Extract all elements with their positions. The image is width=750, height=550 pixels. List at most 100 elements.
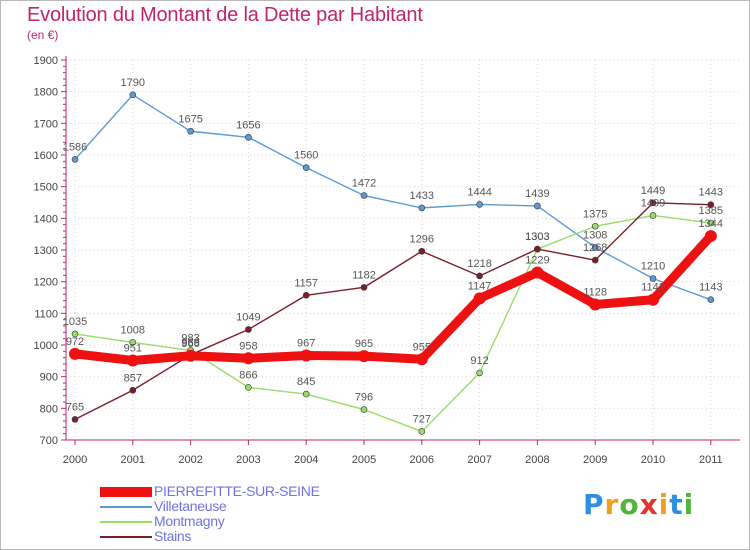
logo-letter: o (619, 488, 640, 521)
y-tick-label: 900 (40, 372, 58, 384)
data-point-villetaneuse (245, 133, 252, 141)
data-label-montmagny: 727 (413, 413, 431, 425)
x-tick-label: 2008 (525, 454, 549, 466)
legend-label-montmagny: Montmagny (154, 513, 225, 529)
data-label-villetaneuse: 1308 (583, 229, 607, 241)
data-point-stains (245, 326, 252, 333)
data-point-montmagny (591, 222, 599, 230)
y-tick-label: 1100 (34, 308, 58, 320)
logo-letter: P (583, 488, 605, 521)
data-point-villetaneuse (707, 296, 715, 304)
data-point-pierrefitte-sur-seine (589, 298, 602, 311)
data-point-stains (591, 256, 599, 264)
legend-swatch-stains (100, 536, 152, 538)
logo-letter: t (669, 488, 684, 521)
data-label-pierrefitte-sur-seine: 955 (413, 341, 431, 353)
legend-swatch-pierrefitte-sur-seine (100, 487, 152, 497)
logo-letter: r (604, 488, 620, 521)
data-point-pierrefitte-sur-seine (704, 230, 717, 243)
data-point-pierrefitte-sur-seine (184, 349, 197, 362)
y-tick-label: 1900 (34, 55, 58, 67)
data-label-villetaneuse: 1675 (178, 113, 202, 125)
data-point-villetaneuse (649, 275, 657, 282)
data-label-stains: 857 (124, 372, 142, 384)
data-point-pierrefitte-sur-seine (300, 349, 313, 362)
data-point-montmagny (71, 330, 79, 338)
data-label-villetaneuse: 1790 (121, 77, 145, 89)
series-line-montmagny (74, 214, 712, 433)
data-label-montmagny: 912 (470, 355, 488, 367)
series-line-stains (74, 202, 712, 421)
data-label-villetaneuse: 1472 (352, 178, 376, 190)
data-point-villetaneuse (302, 164, 310, 171)
data-label-montmagny: 845 (297, 376, 315, 388)
y-tick-label: 1800 (34, 87, 58, 99)
data-label-villetaneuse: 1586 (63, 141, 87, 153)
data-point-stains (360, 284, 368, 291)
data-label-villetaneuse: 1210 (641, 261, 665, 273)
data-label-stains: 1182 (352, 269, 376, 281)
data-label-stains: 1157 (294, 277, 318, 289)
data-point-villetaneuse (360, 192, 368, 199)
data-point-stains (476, 272, 483, 280)
data-label-villetaneuse: 1439 (525, 188, 549, 200)
data-point-stains (534, 245, 541, 253)
data-label-montmagny: 1409 (641, 197, 665, 209)
data-point-montmagny (649, 212, 657, 219)
data-point-pierrefitte-sur-seine (473, 292, 486, 305)
x-tick-label: 2002 (178, 454, 202, 466)
y-tick-label: 1200 (34, 277, 58, 289)
y-tick-label: 1600 (34, 150, 58, 162)
x-tick-label: 2006 (410, 454, 434, 466)
data-label-montmagny: 983 (181, 332, 199, 344)
data-point-stains (302, 291, 310, 299)
data-label-pierrefitte-sur-seine: 1344 (699, 218, 723, 230)
x-tick-label: 2003 (236, 454, 260, 466)
data-label-villetaneuse: 1143 (699, 282, 723, 294)
data-point-pierrefitte-sur-seine (358, 350, 370, 363)
x-tick-label: 2000 (63, 454, 87, 466)
data-label-pierrefitte-sur-seine: 1128 (583, 286, 607, 298)
data-point-villetaneuse (476, 201, 483, 208)
data-point-pierrefitte-sur-seine (69, 347, 81, 360)
data-point-pierrefitte-sur-seine (242, 352, 255, 365)
data-point-montmagny (418, 428, 426, 435)
data-label-montmagny: 796 (355, 392, 373, 404)
data-label-montmagny: 1008 (121, 324, 145, 336)
data-point-villetaneuse (129, 91, 137, 99)
data-label-pierrefitte-sur-seine: 1143 (641, 282, 665, 294)
data-point-pierrefitte-sur-seine (126, 354, 139, 367)
unit-label: (en €) (27, 28, 59, 42)
data-point-stains (418, 247, 426, 255)
data-point-montmagny (302, 390, 310, 398)
data-point-pierrefitte-sur-seine (415, 353, 428, 366)
data-label-pierrefitte-sur-seine: 951 (124, 343, 142, 355)
legend-label-stains: Stains (154, 528, 192, 544)
y-tick-label: 1400 (34, 213, 58, 225)
data-label-stains: 1268 (583, 242, 607, 254)
data-label-pierrefitte-sur-seine: 1147 (468, 280, 492, 292)
data-label-pierrefitte-sur-seine: 967 (297, 337, 315, 349)
series-line-pierrefitte-sur-seine (70, 231, 716, 366)
legend-swatch-montmagny (100, 521, 152, 523)
legend-swatch-villetaneuse (100, 506, 152, 508)
legend-label-villetaneuse: Villetaneuse (154, 498, 227, 514)
data-point-villetaneuse (418, 204, 426, 212)
y-tick-label: 1300 (34, 245, 58, 257)
legend-label-pierrefitte-sur-seine: PIERREFITTE-SUR-SEINE (154, 483, 320, 499)
data-label-montmagny: 1303 (525, 231, 549, 243)
x-tick-label: 2009 (583, 454, 607, 466)
data-label-pierrefitte-sur-seine: 1229 (525, 254, 549, 266)
data-point-stains (129, 386, 137, 394)
y-tick-label: 700 (40, 435, 58, 447)
data-point-pierrefitte-sur-seine (531, 266, 544, 279)
chart-title: Evolution du Montant de la Dette par Hab… (27, 4, 423, 26)
data-label-pierrefitte-sur-seine: 966 (181, 338, 199, 350)
data-point-villetaneuse (534, 202, 541, 210)
data-label-stains: 969 (181, 337, 199, 349)
data-label-stains: 1218 (467, 258, 491, 270)
x-tick-label: 2011 (699, 454, 723, 466)
data-point-montmagny (129, 339, 137, 346)
data-point-montmagny (476, 369, 483, 377)
